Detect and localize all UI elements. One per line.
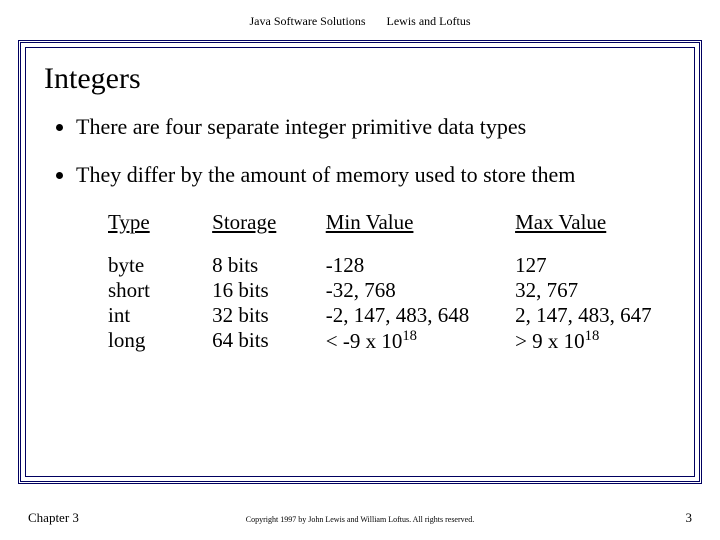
cell-max-exp: 18 [585, 328, 600, 344]
cell-min: -128 [326, 253, 515, 278]
cell-min: -32, 768 [326, 278, 515, 303]
book-title: Java Software Solutions [250, 14, 366, 29]
table-header-row: Type Storage Min Value Max Value [108, 210, 676, 235]
col-header-min: Min Value [326, 210, 515, 235]
cell-storage: 32 bits [212, 303, 326, 328]
cell-type: long [108, 328, 212, 354]
page-number: 3 [686, 510, 693, 526]
integer-types-table: Type Storage Min Value Max Value byte 8 … [108, 210, 676, 354]
table-row: long 64 bits < -9 x 1018 > 9 x 1018 [108, 328, 676, 354]
table-row: short 16 bits -32, 768 32, 767 [108, 278, 676, 303]
col-header-storage: Storage [212, 210, 326, 235]
bullet-item: There are four separate integer primitiv… [76, 114, 676, 140]
bullet-list: There are four separate integer primitiv… [76, 114, 676, 188]
col-header-type: Type [108, 210, 212, 235]
cell-max: 2, 147, 483, 647 [515, 303, 676, 328]
cell-max: 32, 767 [515, 278, 676, 303]
cell-max: 127 [515, 253, 676, 278]
table-row: byte 8 bits -128 127 [108, 253, 676, 278]
book-authors: Lewis and Loftus [387, 14, 471, 29]
cell-max-prefix: > 9 x 10 [515, 329, 585, 353]
cell-min-exp: 18 [402, 328, 417, 344]
bullet-item: They differ by the amount of memory used… [76, 162, 676, 188]
cell-type: int [108, 303, 212, 328]
cell-storage: 64 bits [212, 328, 326, 354]
inner-frame: Integers There are four separate integer… [25, 47, 695, 477]
slide-header: Java Software Solutions Lewis and Loftus [0, 0, 720, 35]
cell-max: > 9 x 1018 [515, 328, 676, 354]
cell-type: short [108, 278, 212, 303]
slide-page: Java Software Solutions Lewis and Loftus… [0, 0, 720, 540]
table-row: int 32 bits -2, 147, 483, 648 2, 147, 48… [108, 303, 676, 328]
cell-min: -2, 147, 483, 648 [326, 303, 515, 328]
outer-frame: Integers There are four separate integer… [18, 40, 702, 484]
cell-storage: 16 bits [212, 278, 326, 303]
cell-storage: 8 bits [212, 253, 326, 278]
cell-type: byte [108, 253, 212, 278]
cell-min: < -9 x 1018 [326, 328, 515, 354]
col-header-max: Max Value [515, 210, 676, 235]
slide-title: Integers [44, 62, 676, 96]
cell-min-prefix: < -9 x 10 [326, 329, 403, 353]
copyright: Copyright 1997 by John Lewis and William… [0, 515, 720, 524]
